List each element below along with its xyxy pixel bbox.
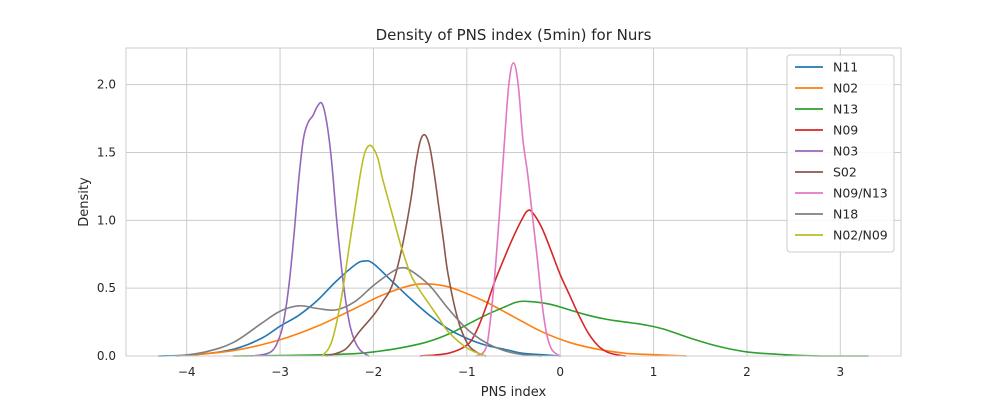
y-tick-label: 0.0 — [97, 349, 116, 363]
legend-box — [786, 54, 895, 253]
x-axis: −4 −3 −2 −1 0 1 2 3 — [178, 365, 844, 379]
legend-label-n09-n13: N09/N13 — [833, 186, 888, 201]
y-tick-label: 0.5 — [97, 281, 116, 295]
y-axis-label: Density — [77, 177, 92, 227]
legend-label-n11: N11 — [833, 60, 858, 75]
legend-label-n02-n09: N02/N09 — [833, 228, 888, 243]
y-tick-label: 2.0 — [97, 78, 116, 92]
x-tick-label: 3 — [836, 365, 844, 379]
x-tick-label: 2 — [743, 365, 751, 379]
plot-frame — [125, 47, 902, 357]
legend: N11 N02 N13 N09 N03 S02 N09/N13 N18 N02/N09 — [786, 54, 895, 253]
series-layer — [157, 62, 870, 357]
plot-area — [126, 48, 901, 356]
x-axis-label: PNS index — [481, 385, 547, 400]
x-tick-label: −2 — [365, 365, 383, 379]
x-tick-label: −4 — [178, 365, 196, 379]
series-line-n13 — [232, 300, 870, 357]
y-axis: 0.0 0.5 1.0 1.5 2.0 — [97, 78, 116, 363]
series-line-n18 — [176, 266, 543, 357]
legend-label-n13: N13 — [833, 102, 858, 117]
x-tick-label: −1 — [458, 365, 476, 379]
x-tick-label: 0 — [556, 365, 564, 379]
x-tick-label: −3 — [271, 365, 289, 379]
legend-label-n18: N18 — [833, 207, 858, 222]
y-tick-label: 1.5 — [97, 145, 116, 159]
legend-label-n02: N02 — [833, 81, 858, 96]
series-line-n09-n13 — [475, 62, 561, 357]
series-line-n02-n09 — [321, 144, 487, 357]
series-line-n03 — [251, 101, 370, 357]
legend-label-s02: S02 — [833, 165, 857, 180]
y-tick-label: 1.0 — [97, 213, 116, 227]
x-tick-label: 1 — [650, 365, 658, 379]
legend-label-n09: N09 — [833, 123, 858, 138]
legend-label-n03: N03 — [833, 144, 858, 159]
series-line-s02 — [325, 133, 487, 357]
series-line-n02 — [176, 283, 688, 357]
chart-title: Density of PNS index (5min) for Nurs — [376, 26, 652, 44]
